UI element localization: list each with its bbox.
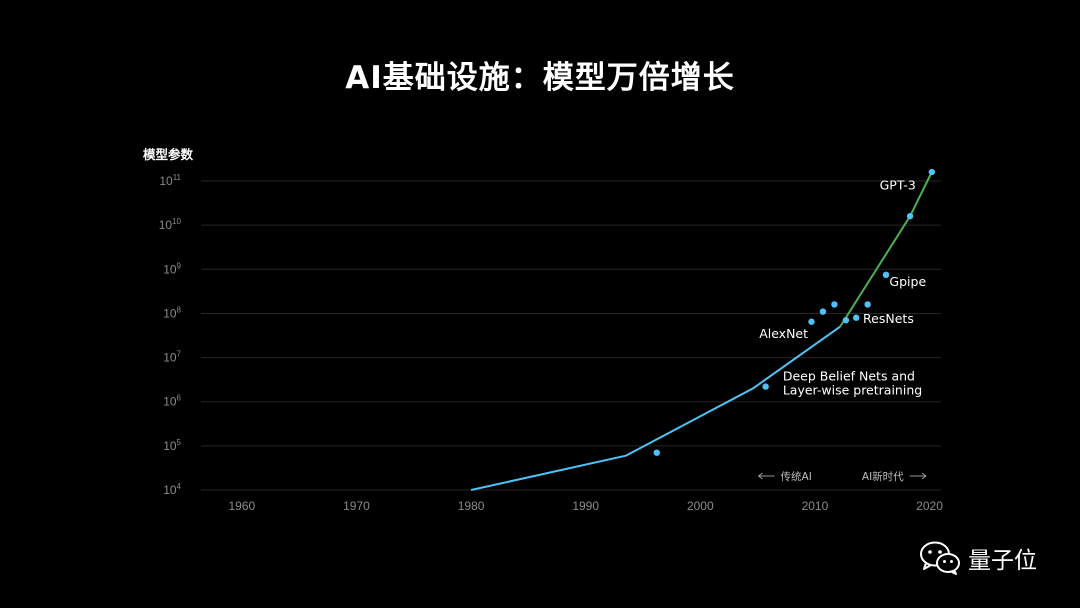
data-point xyxy=(762,383,769,390)
x-tick-label: 1990 xyxy=(572,499,599,513)
grid xyxy=(201,180,941,491)
x-tick-label: 1960 xyxy=(228,499,255,513)
era-label: 传统AI xyxy=(781,470,812,483)
y-tick-label: 1011 xyxy=(159,173,181,188)
x-tick-label: 2000 xyxy=(687,499,714,513)
annotation-label: Layer-wise pretraining xyxy=(783,383,922,398)
x-tick-label: 2020 xyxy=(916,499,943,513)
y-axis-label: 模型参数 xyxy=(143,147,194,162)
y-tick-label: 109 xyxy=(163,261,181,276)
data-point xyxy=(819,308,827,315)
data-point xyxy=(906,212,914,220)
era-labels: 传统AI AI新时代 xyxy=(757,470,927,483)
data-point xyxy=(864,301,871,308)
y-tick-label: 108 xyxy=(163,305,181,320)
y-tick-label: 106 xyxy=(163,394,181,409)
data-points xyxy=(653,168,936,456)
data-point xyxy=(882,271,890,279)
series-line xyxy=(839,171,933,328)
wechat-icon xyxy=(920,541,960,575)
data-point xyxy=(808,318,815,325)
slide-title: AI基础设施：模型万倍增长 xyxy=(345,60,735,96)
axis-ticks: 104 105 106 107 108 109 1010 1011 1960 1970 1980 19… xyxy=(159,173,943,513)
era-arrow-head xyxy=(757,472,763,480)
annotation-label: ResNets xyxy=(863,311,914,326)
x-tick-label: 1980 xyxy=(458,499,485,513)
watermark: 量子位 xyxy=(918,540,1037,576)
y-tick-label: 1010 xyxy=(159,217,182,232)
y-tick-label: 105 xyxy=(163,438,181,453)
x-tick-label: 1970 xyxy=(343,499,370,513)
annotation-label: Deep Belief Nets and xyxy=(783,369,915,384)
annotation-label: AlexNet xyxy=(759,326,808,341)
era-label: AI新时代 xyxy=(862,470,904,483)
annotation-label: GPT-3 xyxy=(880,177,916,192)
annotation-label: Gpipe xyxy=(889,274,926,289)
data-point xyxy=(842,317,850,324)
y-tick-label: 104 xyxy=(163,482,181,497)
x-tick-label: 2010 xyxy=(802,499,829,513)
data-point xyxy=(653,449,660,456)
watermark-text: 量子位 xyxy=(968,548,1037,574)
data-point xyxy=(928,168,936,176)
trend-lines xyxy=(470,171,933,491)
annotations: GPT-3 Gpipe ResNets AlexNet Deep Belief Nets… xyxy=(759,177,926,397)
series-line xyxy=(470,325,841,491)
era-arrow-head xyxy=(921,472,927,480)
data-point xyxy=(831,301,838,308)
y-tick-label: 107 xyxy=(163,350,181,365)
data-point xyxy=(852,314,860,321)
